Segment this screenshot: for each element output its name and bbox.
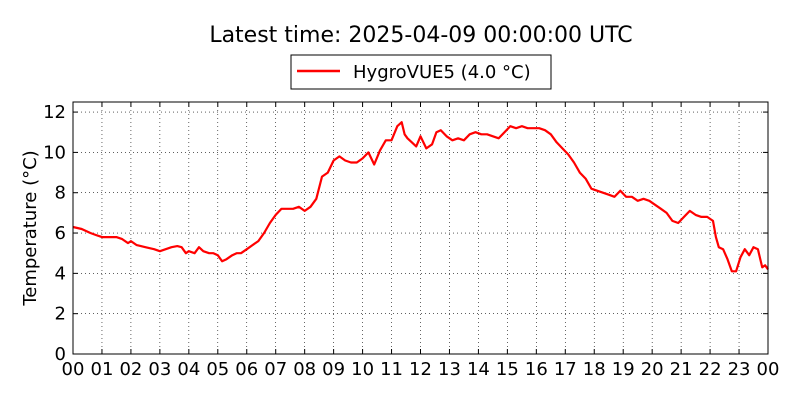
x-tick-label: 18 — [583, 359, 606, 380]
y-axis-label: Temperature (°C) — [20, 150, 41, 306]
y-tick-label: 10 — [43, 142, 66, 163]
plot-area — [72, 121, 769, 273]
x-tick-label: 17 — [554, 359, 577, 380]
chart-title: Latest time: 2025-04-09 00:00:00 UTC — [209, 23, 632, 48]
x-tick-label: 16 — [525, 359, 548, 380]
x-tick-label: 13 — [438, 359, 461, 380]
y-tick-label: 8 — [55, 183, 66, 204]
x-tick-label: 08 — [293, 359, 316, 380]
y-tick-label: 0 — [55, 344, 66, 365]
x-tick-label: 20 — [641, 359, 664, 380]
x-tick-label: 22 — [699, 359, 722, 380]
x-tick-label: 01 — [91, 359, 114, 380]
x-tick-label: 15 — [496, 359, 519, 380]
x-tick-label: 05 — [206, 359, 229, 380]
x-tick-label: 21 — [670, 359, 693, 380]
x-tick-label: 07 — [264, 359, 287, 380]
x-tick-label: 02 — [119, 359, 142, 380]
legend-label: HygroVUE5 (4.0 °C) — [353, 62, 531, 83]
plot-frame — [72, 101, 769, 355]
x-tick-label: 06 — [235, 359, 258, 380]
x-tick-label: 00 — [62, 359, 85, 380]
grid — [73, 102, 768, 354]
y-tick-label: 12 — [43, 102, 66, 123]
x-tick-label: 00 — [757, 359, 780, 380]
x-tick-label: 12 — [409, 359, 432, 380]
legend: HygroVUE5 (4.0 °C) — [290, 54, 552, 90]
x-tick-label: 04 — [177, 359, 200, 380]
series-line — [72, 121, 769, 273]
x-tick-label: 11 — [380, 359, 403, 380]
x-tick-label: 14 — [467, 359, 490, 380]
x-tick-label: 03 — [148, 359, 171, 380]
x-tick-label: 23 — [728, 359, 751, 380]
x-axis: 00 01 02 03 04 05 06 07 08 09 10 11 12 13 14 15 16 17 18 19… — [62, 102, 780, 380]
x-tick-label: 10 — [351, 359, 374, 380]
y-axis: 0 2 4 6 8 10 12 — [43, 102, 768, 365]
x-tick-label: 19 — [612, 359, 635, 380]
y-tick-label: 4 — [55, 263, 66, 284]
y-tick-label: 2 — [55, 304, 66, 325]
x-tick-label: 09 — [322, 359, 345, 380]
y-tick-label: 6 — [55, 223, 66, 244]
